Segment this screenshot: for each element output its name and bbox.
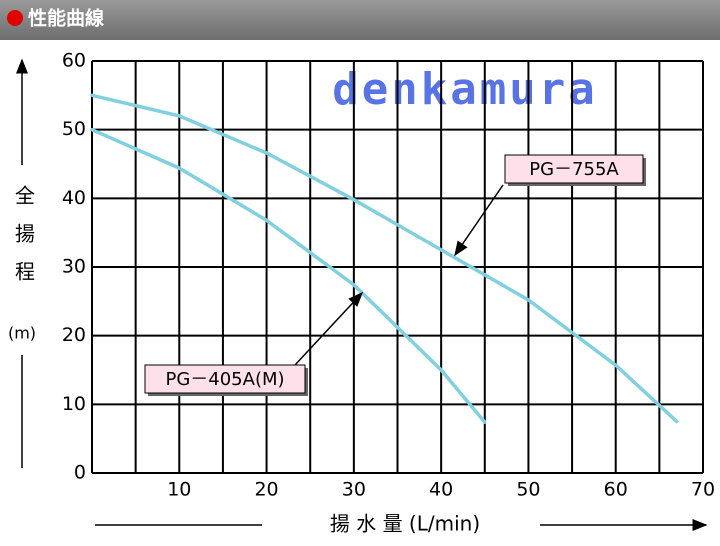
x-tick-label: 70	[691, 479, 715, 501]
series-label: PG－405A(M)	[165, 369, 284, 390]
header-bar	[0, 0, 720, 40]
y-tick-label: 60	[62, 50, 86, 72]
x-tick-label: 10	[167, 479, 191, 501]
y-tick-label: 20	[62, 324, 86, 346]
x-tick-label: 20	[254, 479, 278, 501]
header-title: 性能曲線	[28, 7, 104, 30]
label-box	[144, 364, 306, 394]
y-tick-label: 10	[62, 393, 86, 415]
y-tick-label: 0	[74, 462, 86, 484]
x-axis-label: 揚 水 量 (L/min)	[330, 512, 480, 536]
callout-arrow	[454, 184, 504, 257]
label-box	[504, 154, 644, 184]
bullet	[7, 10, 23, 26]
y-tick-label: 50	[62, 118, 86, 140]
curve	[90, 127, 487, 424]
x-tick-label: 30	[342, 479, 366, 501]
y-axis-label: 全揚程	[12, 185, 36, 299]
watermark: denkamura	[332, 64, 597, 115]
series-label: PG－755A	[529, 159, 619, 180]
x-tick-label: 40	[429, 479, 453, 501]
x-tick-label: 60	[604, 479, 628, 501]
y-axis-unit: (m)	[8, 324, 36, 343]
x-tick-label: 50	[516, 479, 540, 501]
curve	[90, 93, 679, 424]
y-tick-label: 30	[62, 256, 86, 278]
callout-arrow	[294, 291, 364, 366]
y-tick-label: 40	[62, 187, 86, 209]
